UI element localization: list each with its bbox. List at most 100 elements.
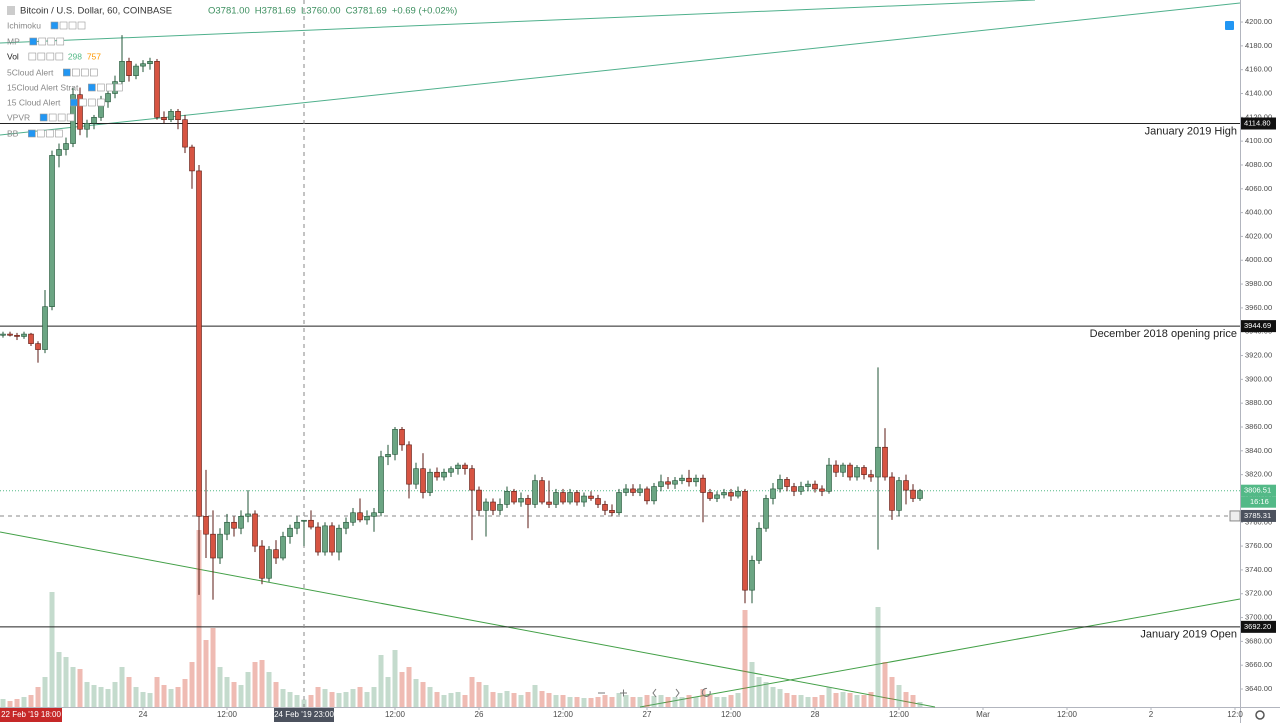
candle-body bbox=[154, 61, 160, 118]
volume-bar bbox=[343, 692, 349, 707]
gear-icon[interactable] bbox=[1255, 710, 1265, 720]
volume-bar bbox=[287, 692, 293, 707]
volume-bar bbox=[777, 689, 783, 707]
indicator-button[interactable] bbox=[55, 52, 64, 61]
candle-body bbox=[875, 446, 881, 478]
indicator-button[interactable] bbox=[79, 98, 87, 107]
volume-bar bbox=[889, 677, 895, 707]
candle-body bbox=[56, 149, 62, 156]
candle-body bbox=[392, 429, 398, 455]
indicator-button[interactable] bbox=[97, 98, 105, 107]
chart-title: Bitcoin / U.S. Dollar, 60, COINBASE bbox=[20, 6, 172, 17]
candle-body bbox=[287, 527, 293, 537]
candle-body bbox=[602, 504, 608, 511]
indicator-button[interactable] bbox=[70, 98, 78, 107]
indicator-button[interactable] bbox=[97, 83, 105, 92]
y-tick-label: 3900.00 bbox=[1245, 374, 1272, 383]
crosshair-add-button[interactable] bbox=[1229, 510, 1241, 522]
candle-body bbox=[294, 521, 300, 529]
candle-body bbox=[567, 492, 573, 503]
candle-body bbox=[168, 111, 174, 120]
x-tick-label: 28 bbox=[811, 710, 820, 719]
candle-body bbox=[504, 491, 510, 505]
level-label: January 2019 High bbox=[1145, 125, 1237, 137]
candle-body bbox=[742, 491, 748, 591]
indicator-button[interactable] bbox=[72, 68, 80, 77]
volume-bar bbox=[595, 697, 601, 707]
indicator-button[interactable] bbox=[81, 68, 89, 77]
volume-bar bbox=[826, 687, 832, 707]
volume-bar bbox=[168, 689, 174, 707]
volume-bar bbox=[574, 697, 580, 707]
indicator-button[interactable] bbox=[47, 37, 56, 46]
ohlc-readout: L3760.00 bbox=[301, 6, 341, 17]
volume-bar bbox=[308, 695, 314, 707]
scroll-left[interactable] bbox=[652, 688, 657, 698]
volume-bar bbox=[700, 689, 706, 707]
indicator-button[interactable] bbox=[88, 98, 96, 107]
indicator-button[interactable] bbox=[90, 68, 98, 77]
candle-body bbox=[343, 521, 349, 529]
indicator-button[interactable] bbox=[66, 113, 75, 122]
y-tick-label: 3980.00 bbox=[1245, 279, 1272, 288]
level-price-box bbox=[1241, 320, 1276, 333]
indicator-label: BB bbox=[7, 128, 19, 138]
volume-bar bbox=[714, 697, 720, 707]
indicator-button[interactable] bbox=[48, 113, 57, 122]
last-price-box bbox=[1241, 484, 1276, 497]
indicator-button[interactable] bbox=[88, 83, 96, 92]
candle-body bbox=[623, 488, 629, 493]
candle-body bbox=[315, 526, 321, 553]
indicator-button[interactable] bbox=[46, 129, 54, 138]
volume-pane bbox=[0, 530, 923, 707]
volume-bar bbox=[35, 687, 41, 707]
indicator-button[interactable] bbox=[38, 37, 47, 46]
reset[interactable] bbox=[701, 687, 711, 697]
x-tick-label: 12:00 bbox=[385, 710, 406, 719]
indicator-button[interactable] bbox=[56, 37, 65, 46]
volume-bar bbox=[133, 687, 139, 707]
level-label: January 2019 Open bbox=[1140, 629, 1237, 641]
candle-body bbox=[896, 480, 902, 511]
trend-lines bbox=[0, 0, 1241, 708]
indicator-button[interactable] bbox=[115, 83, 123, 92]
indicator-button[interactable] bbox=[37, 52, 46, 61]
indicator-button[interactable] bbox=[46, 52, 55, 61]
indicator-button[interactable] bbox=[39, 113, 48, 122]
volume-bar bbox=[686, 695, 692, 707]
settings-icon[interactable] bbox=[1225, 21, 1234, 30]
volume-bar bbox=[434, 692, 440, 707]
candle-body bbox=[231, 521, 237, 529]
y-tick-label: 4140.00 bbox=[1245, 88, 1272, 97]
candle-body bbox=[455, 464, 461, 469]
indicator-button[interactable] bbox=[28, 52, 37, 61]
indicator-button[interactable] bbox=[50, 21, 59, 30]
volume-bar bbox=[364, 692, 370, 707]
candle-body bbox=[336, 527, 342, 553]
indicator-button[interactable] bbox=[28, 129, 36, 138]
indicator-button[interactable] bbox=[68, 21, 77, 30]
candle-body bbox=[868, 474, 874, 478]
indicator-button[interactable] bbox=[55, 129, 63, 138]
indicator-button[interactable] bbox=[77, 21, 86, 30]
volume-bar bbox=[763, 682, 769, 707]
candle-body bbox=[483, 501, 489, 511]
scroll-right[interactable] bbox=[675, 688, 680, 698]
indicator-button[interactable] bbox=[57, 113, 66, 122]
volume-bar bbox=[644, 695, 650, 707]
zoom-in[interactable] bbox=[620, 689, 627, 697]
ohlc-readout: +0.69 (+0.02%) bbox=[392, 6, 458, 17]
volume-bar bbox=[315, 687, 321, 707]
indicator-button[interactable] bbox=[37, 129, 45, 138]
level-price-box bbox=[1241, 620, 1276, 633]
candle-body bbox=[245, 513, 251, 517]
volume-bar bbox=[441, 695, 447, 707]
candle-body bbox=[273, 549, 279, 559]
indicator-button[interactable] bbox=[63, 68, 71, 77]
indicator-button[interactable] bbox=[106, 83, 114, 92]
volume-bar bbox=[616, 693, 622, 707]
volume-bar bbox=[406, 667, 412, 707]
indicator-button[interactable] bbox=[59, 21, 68, 30]
indicator-button[interactable] bbox=[29, 37, 38, 46]
